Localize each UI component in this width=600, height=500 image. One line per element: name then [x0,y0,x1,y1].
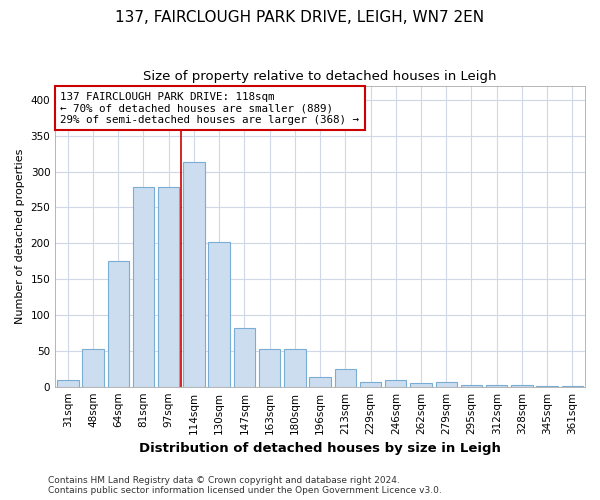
X-axis label: Distribution of detached houses by size in Leigh: Distribution of detached houses by size … [139,442,501,455]
Bar [360,382,381,386]
Bar [259,350,280,387]
Bar [410,383,432,386]
Title: Size of property relative to detached houses in Leigh: Size of property relative to detached ho… [143,70,497,83]
Bar [158,188,179,386]
Bar [57,380,79,386]
Bar [310,376,331,386]
Bar [284,350,305,387]
Bar [335,369,356,386]
Bar [133,188,154,386]
Bar [461,384,482,386]
Bar [511,385,533,386]
Bar [208,242,230,386]
Bar [107,261,129,386]
Bar [385,380,406,386]
Text: 137 FAIRCLOUGH PARK DRIVE: 118sqm
← 70% of detached houses are smaller (889)
29%: 137 FAIRCLOUGH PARK DRIVE: 118sqm ← 70% … [61,92,359,125]
Bar [436,382,457,386]
Y-axis label: Number of detached properties: Number of detached properties [15,148,25,324]
Bar [233,328,255,386]
Text: 137, FAIRCLOUGH PARK DRIVE, LEIGH, WN7 2EN: 137, FAIRCLOUGH PARK DRIVE, LEIGH, WN7 2… [115,10,485,25]
Bar [82,348,104,387]
Text: Contains HM Land Registry data © Crown copyright and database right 2024.
Contai: Contains HM Land Registry data © Crown c… [48,476,442,495]
Bar [486,385,508,386]
Bar [183,162,205,386]
